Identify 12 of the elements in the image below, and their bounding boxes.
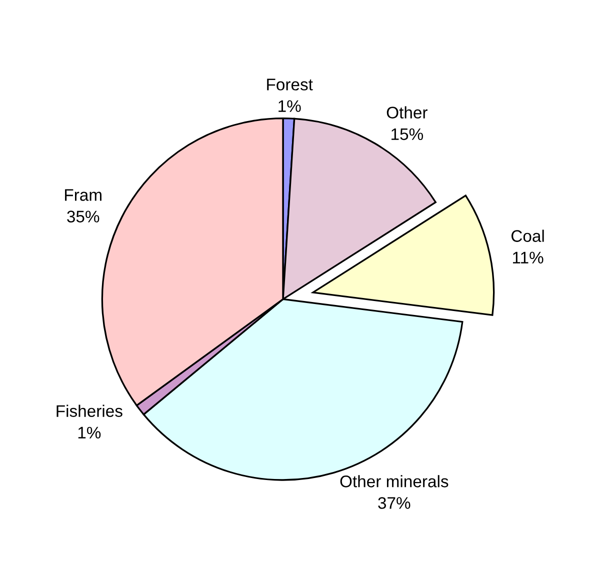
slice-label: Forest [267, 78, 313, 90]
data-label: 37% [378, 497, 410, 509]
slice-label: Fisheries [56, 404, 122, 417]
data-label: 11% [512, 252, 544, 264]
slice-label: Other minerals [340, 475, 448, 488]
data-label: 35% [67, 210, 100, 222]
data-label: 1% [78, 426, 101, 438]
slice-label: Fram [65, 189, 102, 201]
slice-label: Other [386, 106, 428, 119]
data-label: 1% [278, 100, 301, 112]
slice-label: Coal [512, 230, 544, 242]
data-label: 15% [392, 128, 424, 140]
